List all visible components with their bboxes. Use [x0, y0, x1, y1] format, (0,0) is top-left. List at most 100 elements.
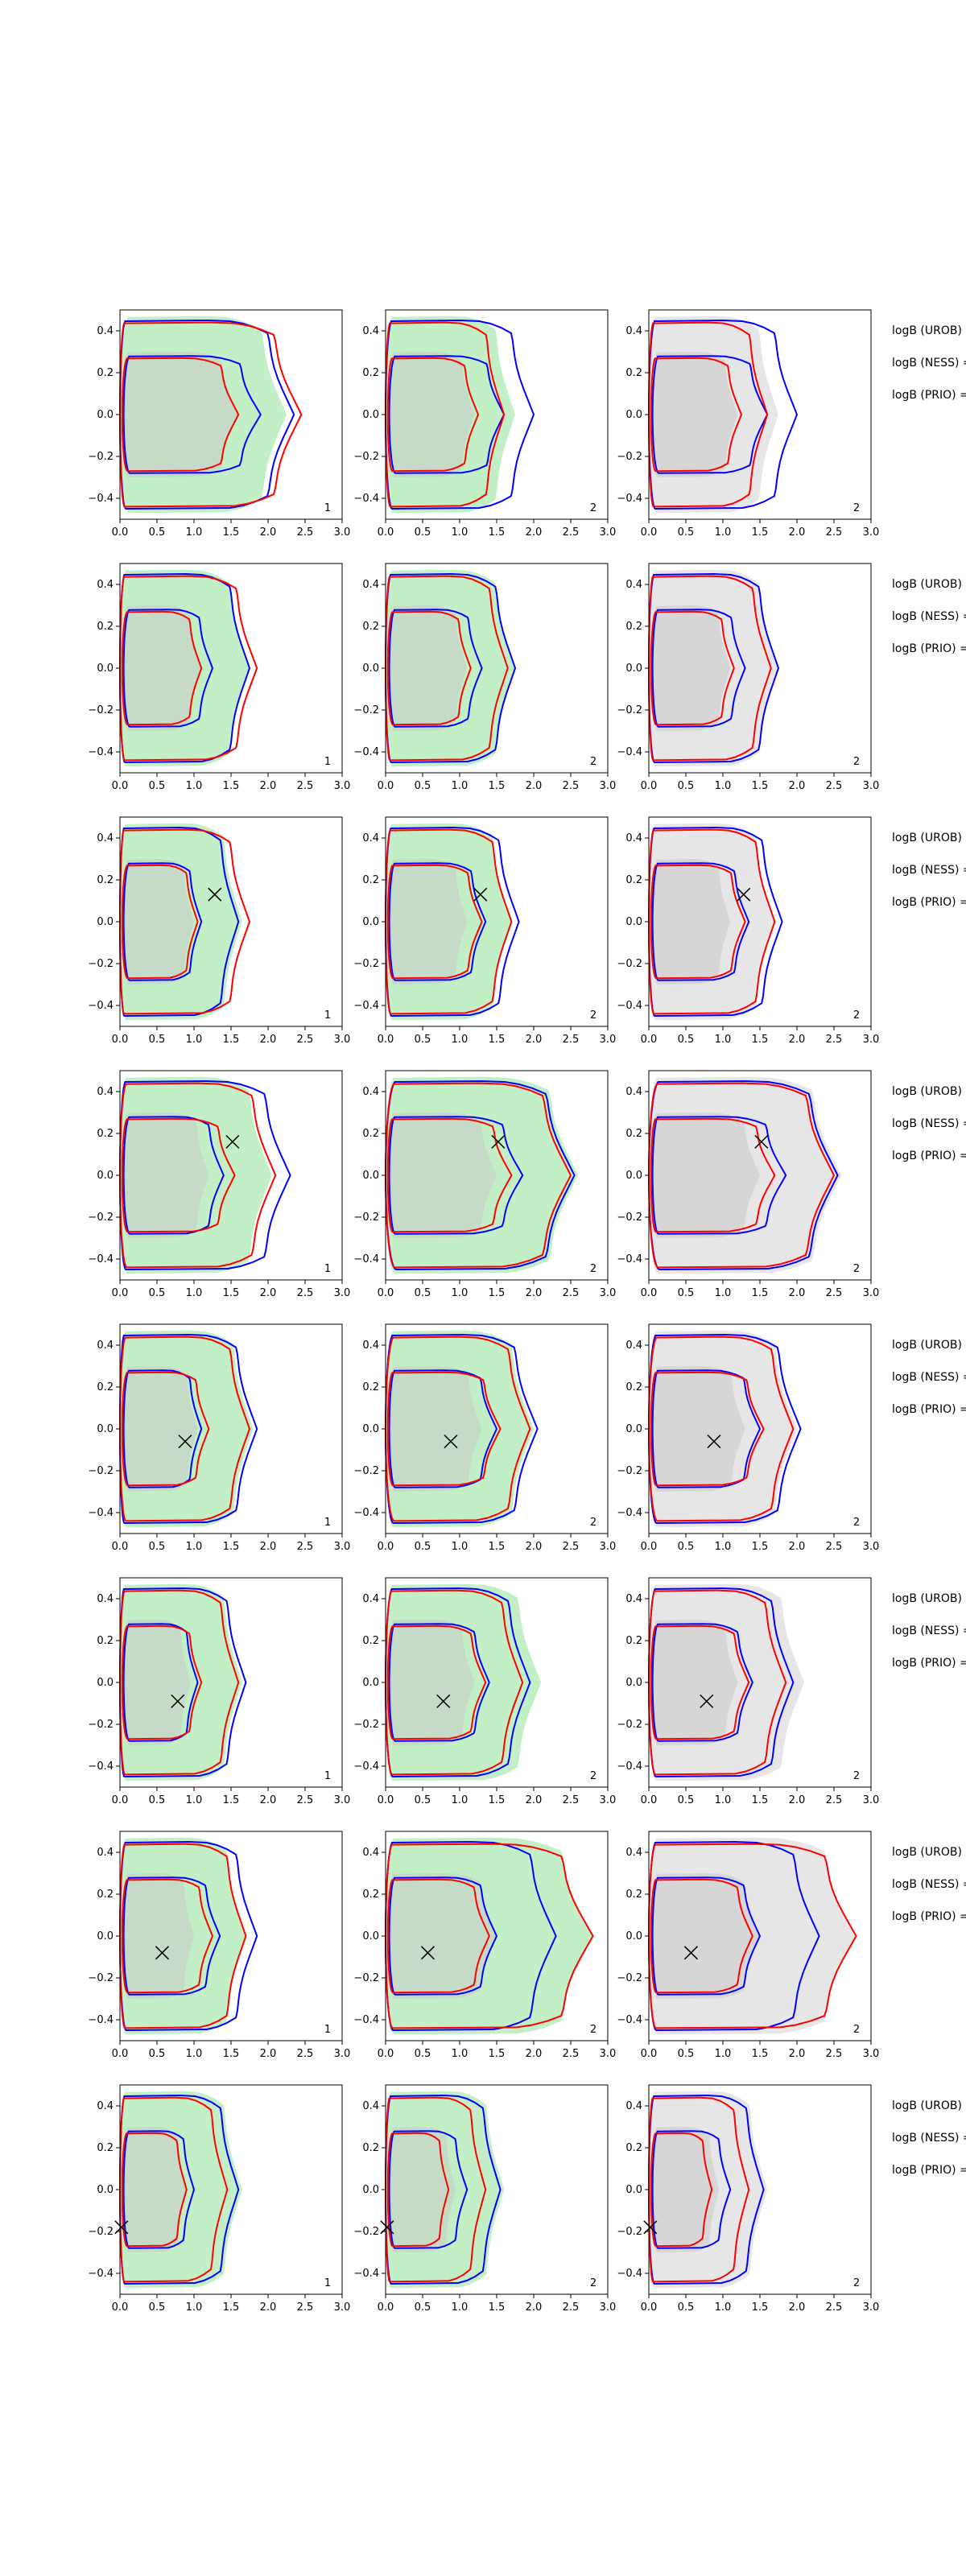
panel-r1-c3: 0.0 0.5 1.0 1.5 2.0 2.5 3.0 0.4 0.2 0.0 −0.2 −0.4 2 [617, 309, 879, 539]
y-tick-label: −0.2 [617, 1972, 642, 1984]
x-tick-label: 0.0 [378, 1034, 394, 1046]
contour-red-inner [386, 864, 483, 980]
x-tick-label: 1.5 [752, 780, 769, 792]
y-tick-label: 0.0 [362, 663, 379, 675]
panel-r6-c3: 0.0 0.5 1.0 1.5 2.0 2.5 3.0 0.4 0.2 0.0 −0.2 −0.4 2 [617, 1577, 879, 1806]
x-tick-label: 2.5 [297, 1287, 314, 1299]
panel-r3-c3: 0.0 0.5 1.0 1.5 2.0 2.5 3.0 0.4 0.2 0.0 −0.2 −0.4 2 [617, 816, 879, 1046]
x-tick-label: 0.0 [112, 1794, 129, 1806]
x-marker [436, 1694, 451, 1708]
x-tick-label: 2.0 [526, 1034, 543, 1046]
panel-r7-c3: 0.0 0.5 1.0 1.5 2.0 2.5 3.0 0.4 0.2 0.0 −0.2 −0.4 2 [617, 1831, 879, 2060]
x-tick-label: 2.5 [826, 1287, 843, 1299]
contour-blue-inner [122, 355, 262, 474]
logb-annotation-3: logB (PRIO) = [892, 1910, 966, 1923]
contour-red-inner [386, 1878, 490, 1994]
x-tick-label: 3.0 [334, 780, 351, 792]
x-tick-label: 3.0 [334, 526, 351, 539]
contour-blue-inner [122, 1369, 203, 1488]
x-tick-label: 1.0 [715, 1287, 732, 1299]
density-fill-inner [123, 352, 239, 477]
y-tick-label: 0.2 [362, 1889, 379, 1901]
x-tick-label: 2.5 [297, 1794, 314, 1806]
logb-annotation-2: logB (NESS) = [892, 1371, 966, 1384]
x-tick-label: 1.0 [186, 1287, 203, 1299]
y-tick-label: −0.4 [88, 1000, 114, 1012]
x-tick-label: 2.5 [826, 526, 843, 539]
y-tick-label: 0.4 [625, 2100, 642, 2112]
x-tick-label: 2.0 [789, 780, 806, 792]
logb-annotation-1: logB (UROB) = [892, 1846, 966, 1859]
logb-annotation-1: logB (UROB) = [892, 1592, 966, 1605]
contour-blue-inner [651, 2130, 732, 2249]
contour-blue-inner [388, 609, 483, 728]
x-tick-label: 1.5 [223, 1541, 240, 1553]
x-tick-label: 3.0 [863, 780, 880, 792]
y-tick-label: 0.0 [625, 1170, 642, 1182]
row-2: 0.0 0.5 1.0 1.5 2.0 2.5 3.00.40.20.0−0.2−0.410… [88, 563, 966, 792]
density-fill-inner [123, 859, 194, 985]
x-tick-label: 2.5 [826, 1541, 843, 1553]
x-tick-label: 1.5 [489, 1287, 506, 1299]
y-tick-label: −0.2 [353, 958, 379, 970]
x-marker [208, 887, 222, 902]
x-tick-label: 0.0 [378, 2301, 394, 2314]
y-tick-label: −0.2 [617, 1719, 642, 1731]
x-tick-label: 1.5 [223, 2301, 240, 2314]
x-tick-label: 0.5 [678, 1034, 695, 1046]
x-tick-label: 2.0 [526, 2048, 543, 2060]
y-tick-label: 0.0 [97, 1930, 114, 1942]
density-fill-inner [652, 1873, 760, 1999]
x-tick-label: 0.0 [378, 526, 394, 539]
y-tick-label: 0.2 [362, 621, 379, 633]
x-tick-label: 3.0 [600, 1287, 617, 1299]
panel-r4-c3: 0.0 0.5 1.0 1.5 2.0 2.5 3.0 0.4 0.2 0.0 −0.2 −0.4 2 [617, 1070, 879, 1299]
y-tick-label: 0.0 [362, 1170, 379, 1182]
y-tick-label: 0.2 [625, 621, 642, 633]
contour-blue-inner [651, 1876, 762, 1996]
contour-blue-inner [651, 1116, 787, 1235]
y-tick-label: −0.4 [88, 1761, 114, 1773]
y-tick-label: 0.4 [625, 579, 642, 591]
x-tick-label: 0.5 [149, 1287, 166, 1299]
panel-number-label: 2 [853, 502, 860, 514]
x-tick-label: 0.0 [641, 1794, 658, 1806]
contour-blue-inner [122, 1876, 221, 1996]
y-tick-label: −0.4 [88, 2014, 114, 2026]
panel-number-label: 2 [853, 1263, 860, 1275]
y-tick-label: 0.0 [362, 2184, 379, 2196]
x-tick-label: 1.5 [752, 1794, 769, 1806]
x-tick-label: 2.0 [526, 1541, 543, 1553]
logb-annotation-2: logB (NESS) = [892, 1117, 966, 1130]
x-tick-label: 2.5 [297, 2301, 314, 2314]
panel-number-label: 2 [590, 756, 597, 768]
density-fill-inner [652, 352, 738, 477]
x-tick-label: 2.5 [826, 2048, 843, 2060]
panel-number-label: 2 [590, 1770, 597, 1782]
y-tick-label: 0.4 [362, 325, 379, 337]
x-tick-label: 0.5 [678, 1794, 695, 1806]
logb-annotation-1: logB (UROB) = [892, 1085, 966, 1098]
logb-annotation-1: logB (UROB) = [892, 578, 966, 591]
y-tick-label: 0.0 [625, 916, 642, 928]
contour-blue-inner [651, 862, 750, 981]
y-tick-label: −0.4 [353, 1000, 379, 1012]
y-tick-label: 0.4 [97, 325, 114, 337]
y-tick-label: −0.2 [88, 704, 114, 716]
row-1: 0.0 0.5 1.0 1.5 2.0 2.5 3.00.40.20.0−0.2−0.410… [88, 309, 966, 539]
density-fill-inner [389, 352, 475, 477]
x-tick-label: 0.0 [641, 1287, 658, 1299]
y-tick-label: 0.2 [625, 367, 642, 379]
x-tick-label: 3.0 [600, 1034, 617, 1046]
x-tick-label: 2.5 [826, 1034, 843, 1046]
y-tick-label: −0.4 [353, 2014, 379, 2026]
panel-number-label: 2 [853, 1517, 860, 1529]
x-tick-label: 0.5 [149, 780, 166, 792]
y-tick-label: −0.2 [88, 1719, 114, 1731]
x-tick-label: 3.0 [334, 1034, 351, 1046]
x-tick-label: 1.5 [752, 1541, 769, 1553]
y-tick-label: −0.2 [353, 1972, 379, 1984]
x-tick-label: 0.0 [641, 780, 658, 792]
x-tick-label: 0.0 [641, 1541, 658, 1553]
x-tick-label: 1.5 [752, 2301, 769, 2314]
